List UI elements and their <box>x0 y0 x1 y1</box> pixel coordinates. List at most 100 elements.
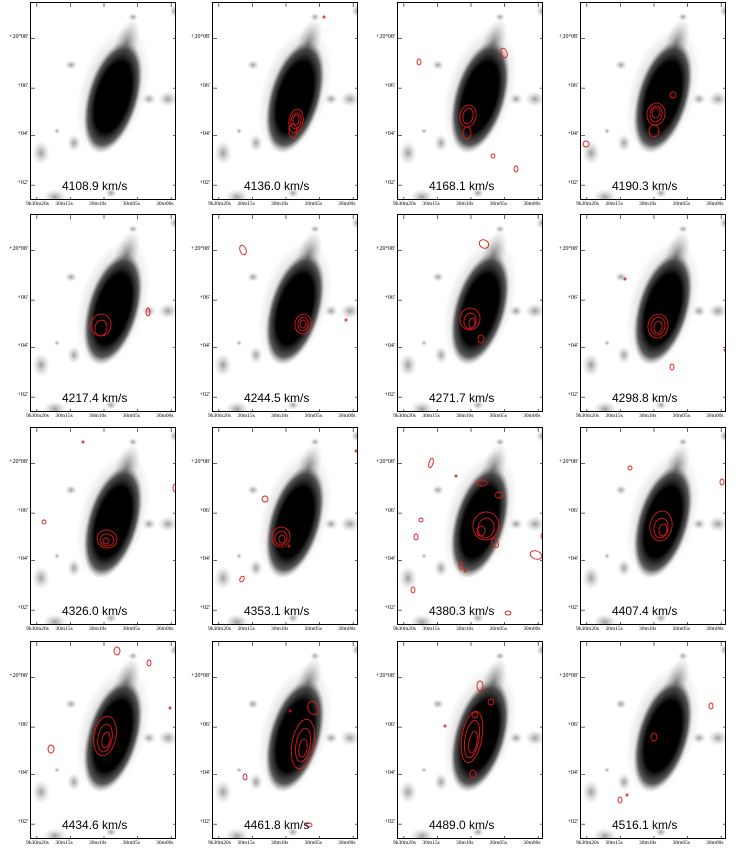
channel-image <box>581 428 725 624</box>
background-noise <box>421 340 427 346</box>
hi-contour <box>113 646 121 656</box>
background-noise <box>472 613 484 623</box>
hi-contour <box>719 478 725 486</box>
y-tick-label: +04' <box>17 555 28 562</box>
channel-image <box>31 428 175 624</box>
velocity-label: 4298.8 km/s <box>612 391 678 405</box>
hi-contour <box>295 727 311 763</box>
x-tick-label: 30m05s <box>672 413 690 419</box>
background-noise <box>236 767 242 773</box>
y-tick-label: +04' <box>17 769 28 776</box>
panel-frame <box>397 2 543 200</box>
hi-contour <box>298 738 308 758</box>
x-tick-label: 30m15s <box>55 201 73 207</box>
background-noise <box>351 5 357 17</box>
background-noise <box>247 699 259 709</box>
hi-contour <box>669 91 677 99</box>
background-noise <box>225 189 249 199</box>
background-noise <box>225 828 249 838</box>
hi-contour <box>476 479 488 487</box>
x-tick-label: 30m05s <box>122 413 140 419</box>
background-noise <box>247 272 259 282</box>
background-noise <box>158 303 175 319</box>
background-noise <box>249 559 263 577</box>
channel-image <box>398 3 542 199</box>
background-noise <box>655 400 667 410</box>
hi-contour <box>463 569 467 573</box>
x-tick-label: 9h30m20s <box>26 840 49 846</box>
channel-image <box>31 642 175 838</box>
background-noise <box>432 485 444 495</box>
y-tick-label: +20°08' <box>559 245 578 252</box>
hi-contour <box>354 449 357 453</box>
y-tick-label: +20°08' <box>559 672 578 679</box>
hi-contour <box>649 510 673 542</box>
background-noise <box>708 516 725 532</box>
channel-image <box>581 215 725 411</box>
hi-contour <box>460 710 484 764</box>
channel-image <box>213 642 357 838</box>
y-tick-label: +04' <box>567 342 578 349</box>
hi-contour <box>469 769 477 779</box>
background-noise <box>582 566 600 590</box>
hi-contour <box>168 706 172 710</box>
y-tick-label: +06' <box>567 83 578 90</box>
hi-contour <box>653 320 663 334</box>
y-tick-label: +20°08' <box>9 672 28 679</box>
background-noise <box>410 401 434 411</box>
background-noise <box>214 780 232 804</box>
hi-contour <box>650 316 666 336</box>
y-tick-label: +02' <box>17 819 28 826</box>
y-tick-label: +02' <box>199 605 210 612</box>
x-tick-label: 30m05s <box>304 413 322 419</box>
hi-contour <box>459 307 481 331</box>
background-noise <box>32 566 50 590</box>
background-noise <box>582 780 600 804</box>
galaxy-core <box>450 679 510 793</box>
x-tick-label: 30m05s <box>122 201 140 207</box>
background-noise <box>225 401 249 411</box>
background-noise <box>287 827 299 837</box>
background-noise <box>247 485 259 495</box>
background-noise <box>655 827 667 837</box>
background-noise <box>158 91 175 107</box>
hi-contour <box>96 529 118 549</box>
hi-contour <box>476 525 486 537</box>
channel-image <box>31 215 175 411</box>
background-noise <box>421 553 427 559</box>
hi-contour <box>708 702 714 710</box>
hi-contour <box>471 711 479 719</box>
hi-contour <box>627 465 633 471</box>
hi-contour <box>428 457 434 469</box>
hi-contour <box>278 534 286 544</box>
x-tick-label: 30m15s <box>422 201 440 207</box>
channel-image <box>581 3 725 199</box>
channel-image <box>398 428 542 624</box>
y-tick-label: +20°08' <box>559 458 578 465</box>
hi-contour <box>297 316 309 332</box>
x-tick-label: 30m05s <box>672 626 690 632</box>
galaxy-core <box>83 252 143 366</box>
y-tick-label: +20°08' <box>191 245 210 252</box>
velocity-label: 4244.5 km/s <box>244 391 310 405</box>
background-noise <box>617 773 631 791</box>
galaxy-core <box>633 679 693 793</box>
hi-contour <box>651 107 661 119</box>
velocity-label: 4326.0 km/s <box>62 604 128 618</box>
x-tick-label: 30m00s <box>706 413 724 419</box>
hi-contour <box>172 483 175 493</box>
background-noise <box>54 767 60 773</box>
hi-contour <box>658 523 668 537</box>
velocity-label: 4380.3 km/s <box>429 604 495 618</box>
y-tick-label: +02' <box>384 605 395 612</box>
x-tick-label: 30m15s <box>237 840 255 846</box>
hi-contour <box>416 58 422 66</box>
galaxy-core <box>83 679 143 793</box>
x-tick-label: 30m15s <box>55 413 73 419</box>
y-tick-label: +06' <box>567 722 578 729</box>
background-noise <box>434 134 448 152</box>
y-tick-label: +02' <box>199 819 210 826</box>
x-tick-label: 30m00s <box>338 201 356 207</box>
background-noise <box>236 553 242 559</box>
background-noise <box>43 828 67 838</box>
